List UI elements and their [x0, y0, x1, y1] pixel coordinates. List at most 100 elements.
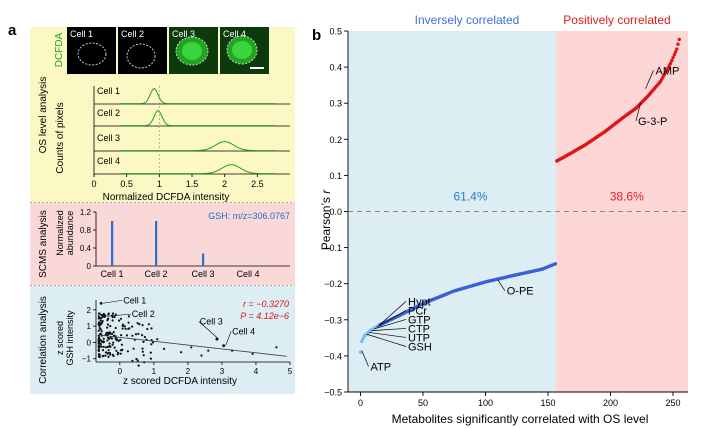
b-annotation-label: Hypt [408, 296, 431, 308]
os-series-line [120, 110, 276, 127]
b-xtick-label: 0 [358, 398, 363, 408]
corr-point [98, 341, 101, 344]
corr-point [127, 321, 130, 324]
corr-point [141, 324, 144, 327]
corr-point [149, 357, 152, 360]
corr-point [112, 331, 115, 334]
b-xtick-label: 100 [478, 398, 493, 408]
b-ytick-label: −0.1 [324, 243, 342, 253]
scms-ylabel-1: Normalized [55, 210, 65, 256]
corr-point [102, 345, 105, 348]
scms-legend: GSH: m/z=306.0767 [208, 211, 290, 221]
corr-point [101, 349, 105, 352]
b-ytick-label: −0.4 [324, 351, 342, 361]
corr-point-label: Cell 1 [123, 295, 146, 305]
scms-chart: 0 0.4 0.8 1.2 Cell 1 Cell 2 Cell 3 Cell 4 [80, 208, 290, 279]
corr-point [119, 352, 122, 355]
corr-point [127, 327, 130, 330]
corr-xtick-label: 2 [186, 367, 191, 376]
os-xtick-label: 2 [222, 179, 227, 189]
b-point-positive [675, 47, 679, 51]
corr-point [105, 331, 108, 334]
corr-point [104, 351, 107, 354]
b-annotation-label: CTP [408, 323, 430, 335]
scms-section-bg [30, 203, 295, 285]
os-row-label: Cell 3 [97, 133, 120, 143]
corr-ylabel-1: z scored [55, 321, 65, 355]
corr-point [108, 351, 112, 355]
b-annotation-leader [369, 332, 407, 338]
scms-category-label: Cell 3 [191, 269, 214, 279]
corr-point [121, 324, 124, 328]
scms-ylabel-2: abundance [65, 211, 75, 256]
b-point-positive [668, 61, 673, 66]
corr-point [112, 334, 116, 337]
corr-point [106, 352, 109, 355]
region-positive-label: Positively correlated [563, 13, 670, 27]
corr-point [142, 340, 145, 343]
corr-point [149, 351, 152, 354]
corr-point [141, 334, 144, 337]
corr-point [150, 343, 153, 346]
corr-point [137, 332, 140, 335]
corr-point [141, 347, 144, 350]
corr-point [125, 334, 129, 337]
corr-point [109, 325, 112, 328]
corr-point [143, 361, 146, 364]
corr-point-label: Cell 3 [200, 316, 223, 326]
corr-point [118, 319, 121, 322]
os-xaxis: 0 0.5 1 1.5 2 2.5 [91, 86, 264, 189]
cell-image-1: Cell 1 [67, 27, 116, 74]
corr-point [104, 333, 107, 336]
corr-point [117, 339, 120, 342]
os-xtick-label: 2.5 [251, 179, 264, 189]
b-annotation-label: UTP [408, 332, 430, 344]
b-xtick-label: 250 [665, 398, 680, 408]
b-ytick-label: 0.5 [329, 27, 342, 37]
corr-point [107, 331, 110, 334]
corr-point [107, 333, 110, 336]
corr-point [146, 327, 149, 331]
os-row-label: Cell 2 [97, 108, 120, 118]
scms-ytick-label: 0 [87, 262, 92, 271]
cell-image-label: Cell 4 [223, 29, 246, 39]
corr-point [163, 347, 166, 350]
scms-ytick-label: 1.2 [80, 208, 92, 217]
corr-chart: −1 0 1 2 0 1 2 3 4 5 Cell 1 Cell 2 Cell 3 Cell 4 [82, 295, 293, 376]
cell-image-label: Cell 2 [121, 29, 144, 39]
corr-point [106, 326, 109, 329]
cell-image-2: Cell 2 [118, 27, 167, 74]
corr-point [100, 330, 103, 333]
b-point-positive [671, 56, 675, 60]
corr-ytick-label: 1 [87, 322, 92, 331]
corr-xtick-label: 0 [118, 367, 123, 376]
corr-point [113, 346, 116, 349]
corr-point [106, 317, 109, 321]
corr-point [111, 319, 114, 322]
corr-point [127, 315, 130, 318]
cell-image-3: Cell 3 [169, 27, 218, 74]
corr-point [102, 341, 105, 344]
corr-labeled-point [215, 337, 219, 341]
os-series-line [120, 88, 276, 105]
corr-point [126, 350, 129, 353]
dcfda-tag: DCFDA [54, 32, 65, 67]
b-point-positive [676, 42, 680, 46]
scms-category-label: Cell 2 [144, 269, 167, 279]
corr-point [104, 346, 108, 349]
corr-point [106, 323, 110, 326]
corr-point [97, 334, 100, 337]
b-ytick-label: −0.5 [324, 388, 342, 398]
corr-point [121, 327, 124, 330]
b-xtick-label: 200 [603, 398, 618, 408]
b-ytick-label: 0.3 [329, 99, 342, 109]
corr-labeled-point [222, 344, 226, 348]
corr-point [101, 316, 104, 319]
corr-point [98, 316, 101, 319]
b-annotation-label: GSH [408, 341, 432, 353]
corr-point [138, 323, 141, 326]
b-point-negative [361, 337, 365, 341]
corr-point [112, 312, 115, 315]
corr-point [99, 328, 102, 331]
